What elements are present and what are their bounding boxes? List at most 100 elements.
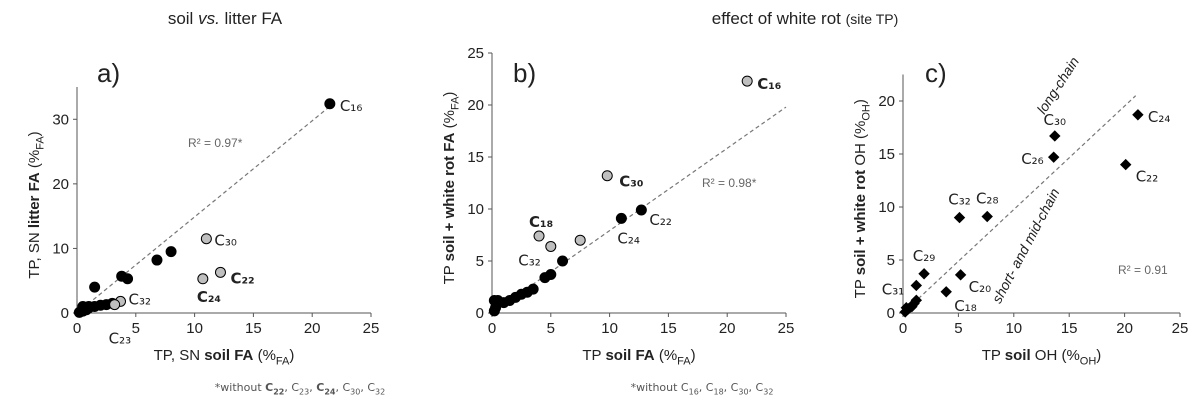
- point-label: C₂₈: [976, 190, 999, 208]
- x-tick-label: 20: [1116, 320, 1133, 337]
- x-axis-label-part: TP: [582, 347, 605, 364]
- x-axis-label-part: ): [289, 347, 294, 364]
- footnote-part: 30: [350, 387, 360, 396]
- point: [122, 273, 134, 285]
- y-tick-label: 20: [467, 97, 484, 114]
- x-axis-label-part: soil FA: [204, 347, 253, 364]
- x-tick-label: 0: [73, 320, 81, 337]
- footnote: *without C22, C23, C24, C30, C32: [215, 381, 385, 396]
- point: [900, 301, 913, 314]
- x-tick-label: 15: [1061, 320, 1078, 337]
- footnote-part: 24: [324, 387, 336, 396]
- footnote-part: , C: [360, 381, 375, 394]
- point: [109, 299, 121, 311]
- footnote-part: , C: [749, 381, 764, 394]
- point: [635, 204, 647, 216]
- point: [324, 98, 336, 110]
- point: [214, 266, 226, 278]
- x-axis-label-part: (%: [253, 347, 276, 364]
- header: soil vs. litter FA: [168, 9, 283, 28]
- footnote-part: , C: [699, 381, 714, 394]
- r-squared: R² = 0.97*: [188, 136, 243, 150]
- x-axis-label-part: OH (%: [1031, 347, 1080, 364]
- footnote-part: 18: [713, 387, 723, 396]
- y-tick-label: 25: [467, 45, 484, 62]
- footnote-part: ,: [309, 381, 316, 394]
- footnote-part: 23: [299, 387, 309, 396]
- y-tick-label: 10: [467, 201, 484, 218]
- header-part: (site TP): [846, 11, 899, 27]
- r-squared: R² = 0.91: [1118, 263, 1168, 277]
- point-label: C₂₄: [197, 288, 221, 306]
- x-axis-label: TP soil OH (%OH): [982, 347, 1102, 368]
- point: [527, 283, 539, 295]
- point-label: C₂₄: [617, 229, 640, 247]
- footnote-part: , C: [335, 381, 350, 394]
- x-tick-label: 25: [778, 320, 795, 337]
- footnote-part: 32: [375, 387, 385, 396]
- y-tick-label: 15: [878, 146, 895, 163]
- y-axis-label-part: OH (%: [852, 121, 869, 170]
- point: [741, 75, 753, 87]
- point: [151, 254, 163, 266]
- x-axis-label-part: FA: [276, 356, 290, 368]
- x-tick-label: 20: [719, 320, 736, 337]
- point: [601, 170, 613, 182]
- y-axis-label-part: TP, SN: [26, 228, 43, 279]
- footnote-part: 22: [273, 387, 284, 396]
- y-axis-label-part: ): [26, 131, 43, 136]
- x-axis-label: TP, SN soil FA (%FA): [154, 347, 295, 368]
- footnote-part: , C: [284, 381, 299, 394]
- point-label: C₁₆: [340, 97, 363, 115]
- fit-line: [902, 95, 1137, 314]
- point-label: C₂₀: [969, 278, 992, 296]
- y-tick-label: 20: [878, 93, 895, 110]
- x-tick-label: 15: [245, 320, 262, 337]
- x-axis-label-part: FA: [677, 356, 691, 368]
- y-tick-label: 0: [887, 305, 895, 322]
- point-label: C₁₈: [529, 213, 553, 231]
- point-label: C₃₀: [619, 173, 643, 191]
- panel-label: b): [513, 58, 536, 88]
- y-axis-label-part: ): [852, 99, 869, 104]
- x-axis-label-part: (%: [655, 347, 678, 364]
- y-axis-label: TP soil + white rot OH (%OH): [852, 99, 873, 298]
- point: [83, 301, 95, 313]
- y-tick-label: 10: [52, 240, 69, 257]
- point: [918, 268, 930, 280]
- panel-label: c): [925, 58, 947, 88]
- y-axis-label-part: soil + white rot FA: [441, 132, 458, 261]
- x-axis-label-part: TP: [982, 347, 1005, 364]
- x-tick-label: 5: [132, 320, 140, 337]
- point-label: C₃₂: [129, 290, 152, 308]
- y-tick-label: 20: [52, 176, 69, 193]
- y-tick-label: 0: [476, 305, 484, 322]
- point-label: C₂₄: [1148, 108, 1171, 126]
- point-label: C₁₆: [757, 75, 781, 93]
- y-tick-label: 15: [467, 149, 484, 166]
- y-axis-label-part: FA: [450, 96, 462, 110]
- region-label: short- and mid-chain: [989, 185, 1063, 305]
- point: [574, 234, 586, 246]
- x-tick-label: 15: [660, 320, 677, 337]
- point: [910, 294, 923, 306]
- r-squared: R² = 0.98*: [702, 176, 757, 190]
- y-axis-label: TP soil + white rot FA (%FA): [441, 92, 462, 285]
- point-label: C₃₁: [882, 280, 905, 298]
- y-tick-label: 0: [61, 305, 69, 322]
- footnote-part: *without C: [631, 381, 689, 394]
- point: [940, 286, 952, 298]
- point-label: C₃₂: [518, 251, 541, 269]
- point: [1049, 130, 1061, 142]
- footnote-part: 32: [763, 387, 773, 396]
- y-axis-label-part: soil + white rot: [852, 170, 869, 275]
- point-label: C₂₆: [1021, 150, 1044, 168]
- header: effect of white rot (site TP): [712, 9, 899, 28]
- point-label: C₂₂: [230, 269, 254, 287]
- x-tick-label: 25: [1172, 320, 1189, 337]
- y-axis-label-part: TP: [441, 261, 458, 284]
- header-part: soil: [168, 9, 198, 28]
- y-axis-label-part: OH: [861, 104, 873, 121]
- header-part: vs.: [198, 9, 220, 28]
- point: [533, 230, 545, 242]
